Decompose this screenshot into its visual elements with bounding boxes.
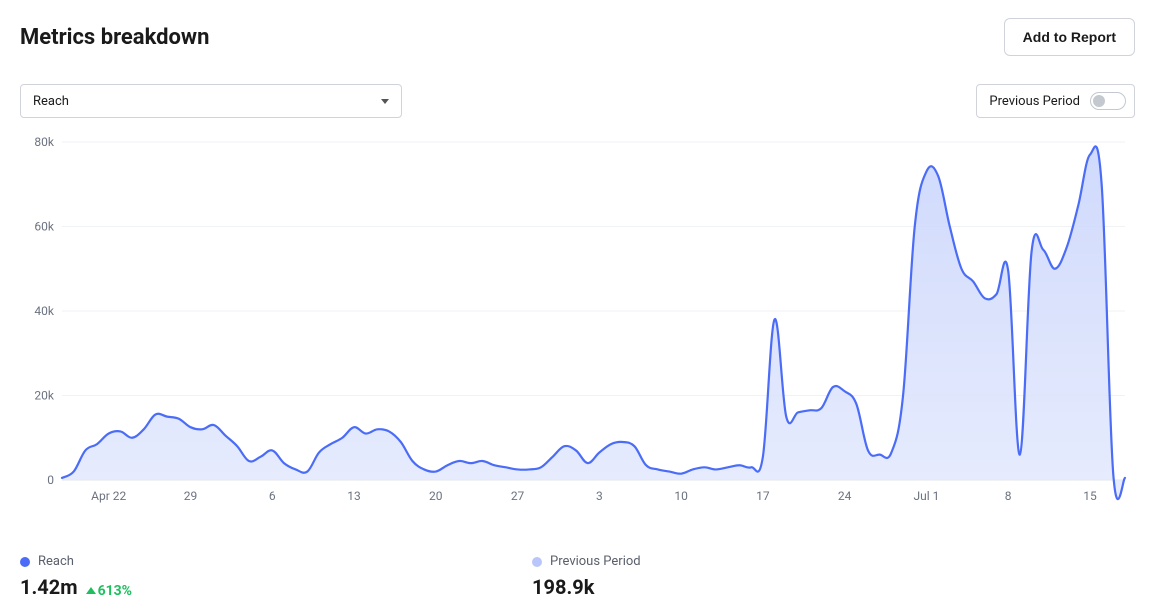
svg-text:15: 15 <box>1083 489 1097 503</box>
add-to-report-button[interactable]: Add to Report <box>1004 18 1135 56</box>
svg-text:27: 27 <box>511 489 525 503</box>
toggle-knob <box>1093 95 1105 107</box>
legend-value-row: 1.42m 613% <box>20 575 132 599</box>
chart-container: 0 20k 40k 60k 80k Apr 22 29 6 13 20 27 3 10 17 24 Jul 1… <box>20 136 1135 536</box>
svg-text:0: 0 <box>47 473 54 487</box>
page-title: Metrics breakdown <box>20 25 209 50</box>
legend-dot-icon <box>20 557 30 567</box>
svg-text:60k: 60k <box>34 220 54 234</box>
metric-select-value: Reach <box>33 94 69 109</box>
chevron-down-icon <box>381 99 389 104</box>
svg-text:8: 8 <box>1005 489 1012 503</box>
metric-select[interactable]: Reach <box>20 84 402 118</box>
svg-text:80k: 80k <box>34 136 54 149</box>
previous-period-toggle[interactable] <box>1090 92 1126 110</box>
svg-text:6: 6 <box>269 489 276 503</box>
legend-value: 1.42m <box>20 575 78 599</box>
svg-text:20: 20 <box>429 489 443 503</box>
legend-value: 198.9k <box>532 575 594 599</box>
svg-text:Jul 1: Jul 1 <box>913 489 939 503</box>
legend-block: Reach 1.42m 613% <box>20 554 132 599</box>
legend-value-row: 198.9k <box>532 575 641 599</box>
svg-text:20k: 20k <box>34 389 54 403</box>
legend-block: Previous Period 198.9k <box>532 554 641 599</box>
svg-text:13: 13 <box>347 489 361 503</box>
arrow-up-icon <box>86 587 96 594</box>
legend-top: Reach <box>20 554 132 569</box>
legends-row: Reach 1.42m 613% Previous Period 198.9k <box>20 554 1135 599</box>
legend-delta-text: 613% <box>98 583 132 599</box>
svg-text:24: 24 <box>838 489 852 503</box>
reach-area-chart: 0 20k 40k 60k 80k Apr 22 29 6 13 20 27 3 10 17 24 Jul 1… <box>20 136 1135 506</box>
legend-dot-icon <box>532 557 542 567</box>
svg-text:3: 3 <box>596 489 603 503</box>
svg-text:10: 10 <box>674 489 688 503</box>
header: Metrics breakdown Add to Report <box>20 18 1135 56</box>
svg-text:Apr 22: Apr 22 <box>91 489 126 503</box>
previous-period-toggle-wrap: Previous Period <box>976 84 1135 118</box>
previous-period-label: Previous Period <box>989 94 1080 109</box>
svg-text:40k: 40k <box>34 304 54 318</box>
legend-name: Reach <box>38 554 74 569</box>
controls-row: Reach Previous Period <box>20 84 1135 118</box>
legend-name: Previous Period <box>550 554 641 569</box>
svg-text:17: 17 <box>756 489 770 503</box>
legend-top: Previous Period <box>532 554 641 569</box>
svg-text:29: 29 <box>184 489 198 503</box>
legend-delta: 613% <box>86 583 132 599</box>
